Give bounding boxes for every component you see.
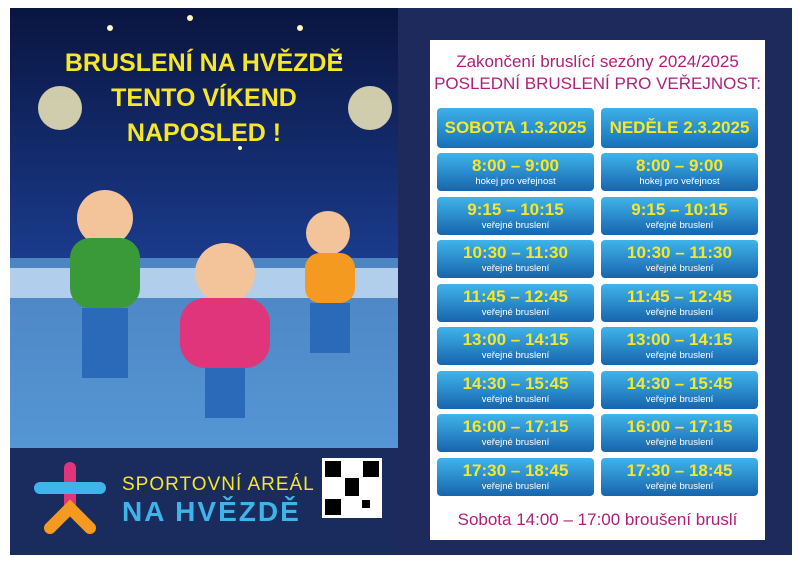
heading: Zakončení bruslící sezóny 2024/2025: [456, 52, 739, 71]
slot-time: 13:00 – 14:15: [462, 330, 569, 349]
title-line: BRUSLENÍ NA HVĚZDĚ: [64, 49, 344, 77]
time-slot: 8:00 – 9:00 hokej pro veřejnost: [437, 153, 594, 191]
slot-time: 9:15 – 10:15: [467, 199, 564, 219]
slot-time: 14:30 – 15:45: [462, 373, 569, 393]
slot-label: veřejné bruslení: [645, 480, 714, 492]
schedule-panel: Zakončení bruslící sezóny 2024/2025 POSL…: [398, 8, 792, 555]
slot-time: 10:30 – 11:30: [463, 243, 568, 262]
slot-label: veřejné bruslení: [481, 263, 550, 274]
slot-time: 17:30 – 18:45: [462, 460, 569, 480]
slot-time: 11:45 – 12:45: [627, 286, 732, 306]
time-slot: 17:30 – 18:45 veřejné bruslení: [601, 457, 758, 496]
time-slot: 9:15 – 10:15 veřejné bruslení: [437, 196, 594, 235]
time-slot: 11:45 – 12:45 veřejné bruslení: [601, 283, 758, 322]
slot-label: veřejné bruslení: [645, 393, 714, 405]
slot-time: 8:00 – 9:00: [472, 156, 559, 175]
day-column: SOBOTA 1.3.2025 8:00 – 9:00 hokej pro veře…: [437, 108, 594, 501]
time-slot: 10:30 – 11:30 veřejné bruslení: [601, 240, 758, 278]
slot-label: veřejné bruslení: [481, 480, 550, 492]
time-slot: 13:00 – 14:15 veřejné bruslení: [437, 327, 594, 365]
slot-label: veřejné bruslení: [481, 393, 550, 405]
title-line: TENTO VÍKEND: [111, 84, 297, 112]
time-slot: 16:00 – 17:15 veřejné bruslení: [601, 414, 758, 452]
slot-label: veřejné bruslení: [481, 437, 550, 448]
slot-label: veřejné bruslení: [645, 306, 714, 318]
illustration: [10, 8, 398, 555]
slot-time: 16:00 – 17:15: [462, 417, 569, 436]
time-slot: 9:15 – 10:15 veřejné bruslení: [601, 196, 758, 235]
slot-label: veřejné bruslení: [645, 263, 714, 274]
slot-label: veřejné bruslení: [645, 350, 714, 361]
slot-time: 17:30 – 18:45: [626, 460, 733, 480]
footer: Sobota 14:00 – 17:00 broušení bruslí: [457, 510, 738, 529]
slot-label: veřejné bruslení: [645, 437, 714, 448]
time-slot: 8:00 – 9:00 hokej pro veřejnost: [601, 153, 758, 191]
time-slot: 14:30 – 15:45 veřejné bruslení: [601, 370, 758, 409]
time-slot: 14:30 – 15:45 veřejné bruslení: [437, 370, 594, 409]
time-slot: 16:00 – 17:15 veřejné bruslení: [437, 414, 594, 452]
slot-time: 10:30 – 11:30: [627, 243, 732, 262]
slot-label: hokej pro veřejnost: [639, 176, 720, 187]
slot-time: 16:00 – 17:15: [626, 417, 733, 436]
slot-label: veřejné bruslení: [481, 219, 550, 231]
logo-text: SPORTOVNÍ AREÁL NA HVĚZDĚ: [122, 474, 315, 528]
schedule-card: Zakončení bruslící sezóny 2024/2025 POSL…: [430, 40, 765, 540]
slot-label: hokej pro veřejnost: [475, 176, 556, 187]
slot-time: 8:00 – 9:00: [636, 156, 723, 175]
slot-label: veřejné bruslení: [645, 219, 714, 231]
subheading: POSLEDNÍ BRUSLENÍ PRO VEŘEJNOST:: [434, 74, 761, 93]
day-header: NEDĚLE 2.3.2025: [601, 108, 758, 148]
time-slot: 11:45 – 12:45 veřejné bruslení: [437, 283, 594, 322]
poster-title: BRUSLENÍ NA HVĚZDĚ TENTO VÍKEND NAPOSLED…: [10, 46, 398, 151]
slot-time: 13:00 – 14:15: [626, 330, 733, 349]
logo-line: NA HVĚZDĚ: [122, 496, 301, 527]
slot-time: 14:30 – 15:45: [626, 373, 733, 393]
time-slot: 17:30 – 18:45 veřejné bruslení: [437, 457, 594, 496]
day-column: NEDĚLE 2.3.2025 8:00 – 9:00 hokej pro veře…: [601, 108, 758, 501]
slot-time: 11:45 – 12:45: [463, 286, 568, 306]
time-slot: 13:00 – 14:15 veřejné bruslení: [601, 327, 758, 365]
logo-line: SPORTOVNÍ AREÁL: [122, 474, 315, 495]
slot-time: 9:15 – 10:15: [631, 199, 728, 219]
title-line: NAPOSLED !: [126, 119, 282, 147]
slot-label: veřejné bruslení: [481, 350, 550, 361]
time-slot: 10:30 – 11:30 veřejné bruslení: [437, 240, 594, 278]
poster: BRUSLENÍ NA HVĚZDĚ TENTO VÍKEND NAPOSLED…: [10, 8, 398, 555]
slot-label: veřejné bruslení: [481, 306, 550, 318]
day-header: SOBOTA 1.3.2025: [437, 108, 594, 148]
